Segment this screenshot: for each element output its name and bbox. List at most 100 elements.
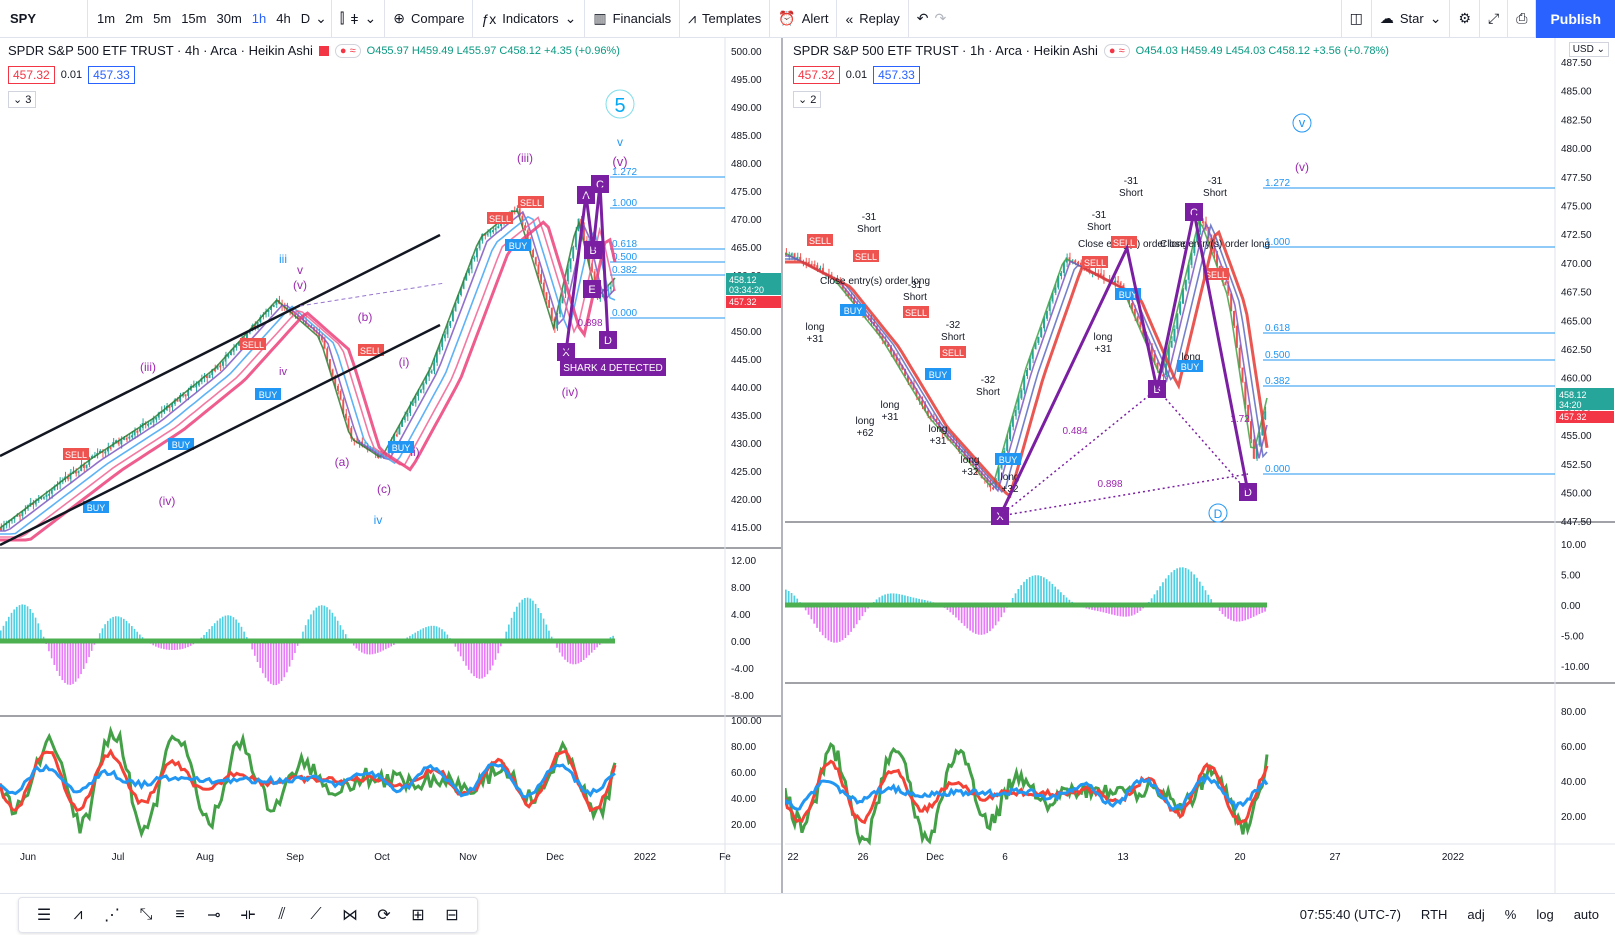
- chart-type-icon[interactable]: ⫿: [339, 10, 345, 26]
- bars-icon[interactable]: ⫽: [278, 905, 286, 923]
- flag-icon[interactable]: [318, 45, 329, 56]
- wave-label: Short: [857, 224, 881, 235]
- path-icon[interactable]: ≡: [175, 905, 185, 923]
- interval-15m[interactable]: 15m: [181, 10, 207, 26]
- macd-bar: [208, 629, 211, 641]
- right-bid-button[interactable]: 457.32: [793, 66, 840, 84]
- macd-bar: [320, 605, 323, 641]
- right-close: C458.12: [1268, 44, 1310, 57]
- xabcd-icon[interactable]: ⋈: [342, 906, 358, 924]
- redo-icon[interactable]: ↷: [934, 10, 947, 26]
- macd-bar: [1249, 605, 1252, 619]
- pattern-icon[interactable]: ⤡: [139, 905, 153, 923]
- horizontal-line-icon[interactable]: ⟛: [240, 905, 256, 923]
- candle: [582, 225, 585, 241]
- curve-icon[interactable]: ⟳: [377, 906, 391, 924]
- channel-icon[interactable]: ⊸: [207, 906, 221, 924]
- left-close: C458.12: [499, 44, 541, 57]
- ruler-icon[interactable]: ⊞: [411, 906, 425, 924]
- currency-selector[interactable]: USD ⌄: [1568, 42, 1609, 57]
- compare-button[interactable]: ⊕ Compare: [385, 0, 474, 38]
- macd-bar: [61, 641, 64, 681]
- layout-button[interactable]: ◫: [1340, 0, 1372, 38]
- signal-badge: [518, 196, 544, 208]
- left-chart-canvas[interactable]: 500.00 495.00 490.00 485.00 480.00 475.00 470.…: [0, 38, 783, 893]
- trend-line-icon[interactable]: ⟋: [310, 905, 322, 923]
- auto-toggle[interactable]: auto: [1573, 907, 1599, 922]
- wave-label: ii): [410, 445, 419, 459]
- interval-4h[interactable]: 4h: [276, 10, 291, 26]
- price-axis-label: 490.00: [731, 103, 762, 114]
- candle: [216, 365, 219, 370]
- left-ask-button[interactable]: 457.33: [88, 66, 135, 84]
- undo-icon[interactable]: ↶: [916, 10, 929, 26]
- macd-bar: [844, 605, 847, 639]
- settings-button[interactable]: ⚙: [1450, 0, 1481, 38]
- publish-button[interactable]: Publish: [1536, 0, 1615, 38]
- left-indicator-collapse-button[interactable]: ⌄ 3: [8, 91, 37, 108]
- lines-icon[interactable]: ⩘: [73, 905, 83, 923]
- signal-badge: [840, 304, 866, 316]
- interval-30m[interactable]: 30m: [216, 10, 242, 26]
- chevron-down-icon[interactable]: ⌄: [364, 10, 377, 26]
- indicators-button[interactable]: ƒx Indicators ⌄: [473, 0, 586, 38]
- chevron-down-icon[interactable]: ⌄: [564, 10, 577, 26]
- interval-2m[interactable]: 2m: [125, 10, 144, 26]
- macd-bar: [847, 605, 850, 636]
- interval-1h[interactable]: 1h: [251, 10, 267, 26]
- time-axis-label: 6: [1002, 852, 1008, 863]
- layout-name-button[interactable]: ☁ Star ⌄: [1372, 0, 1451, 38]
- price-axis-label: 420.00: [731, 495, 762, 506]
- candle: [433, 362, 436, 371]
- fib-icon[interactable]: ⋰: [104, 906, 120, 924]
- templates-button[interactable]: ⩘ Templates: [680, 0, 771, 38]
- interval-1m[interactable]: 1m: [97, 10, 116, 26]
- signal-badge: [940, 346, 966, 358]
- left-bid-button[interactable]: 457.32: [8, 66, 55, 84]
- cursor-icon[interactable]: ☰: [36, 906, 52, 924]
- log-toggle[interactable]: log: [1536, 907, 1554, 922]
- signal-label: SELL: [360, 346, 382, 356]
- adj-toggle[interactable]: adj: [1467, 907, 1485, 922]
- candle: [1198, 221, 1201, 232]
- candle: [473, 257, 476, 260]
- replay-button[interactable]: « Replay: [837, 0, 909, 38]
- right-chart-pane[interactable]: 487.50 485.00 482.50 480.00 477.50 475.00 472.…: [785, 38, 1615, 893]
- long-position-icon[interactable]: ⊟: [445, 906, 459, 924]
- candle: [1241, 367, 1244, 382]
- wave-label: (iv): [562, 385, 579, 399]
- candle: [889, 346, 892, 353]
- alert-button[interactable]: ⏰ Alert: [770, 0, 838, 38]
- candle: [235, 345, 238, 348]
- candle: [457, 295, 460, 304]
- right-ask-button[interactable]: 457.33: [873, 66, 920, 84]
- macd-bar: [224, 615, 227, 641]
- interval-5m[interactable]: 5m: [153, 10, 172, 26]
- right-chart-canvas[interactable]: 487.50 485.00 482.50 480.00 477.50 475.00 472.…: [785, 38, 1615, 893]
- symbol-search[interactable]: SPY: [0, 0, 88, 38]
- chevron-down-icon[interactable]: ⌄: [315, 10, 327, 26]
- fullscreen-button[interactable]: ⤢: [1480, 0, 1509, 38]
- bar-style-icon[interactable]: ǂ: [350, 10, 359, 27]
- macd-bar: [358, 641, 360, 651]
- macd-bar: [286, 641, 288, 673]
- fib-level-label: 0.618: [612, 239, 637, 250]
- wave-label: 1.72: [1230, 414, 1250, 425]
- candle: [326, 348, 329, 360]
- macd-bar: [481, 641, 483, 679]
- clock-display[interactable]: 07:55:40 (UTC-7): [1299, 907, 1401, 922]
- macd-bar: [465, 641, 467, 666]
- candle: [195, 385, 198, 388]
- macd-bar: [997, 605, 1000, 622]
- candle: [323, 340, 326, 349]
- left-chart-pane[interactable]: 500.00 495.00 490.00 485.00 480.00 475.00 470.…: [0, 38, 783, 893]
- snapshot-button[interactable]: ⎙: [1508, 0, 1537, 38]
- candle: [1170, 340, 1173, 348]
- session-toggle[interactable]: RTH: [1420, 907, 1448, 922]
- macd-bar: [580, 641, 582, 662]
- percent-toggle[interactable]: %: [1504, 907, 1517, 922]
- right-indicator-collapse-button[interactable]: ⌄ 2: [793, 91, 822, 108]
- financials-button[interactable]: ▥ Financials: [585, 0, 681, 38]
- interval-d[interactable]: D: [300, 10, 311, 26]
- candle: [1051, 292, 1054, 302]
